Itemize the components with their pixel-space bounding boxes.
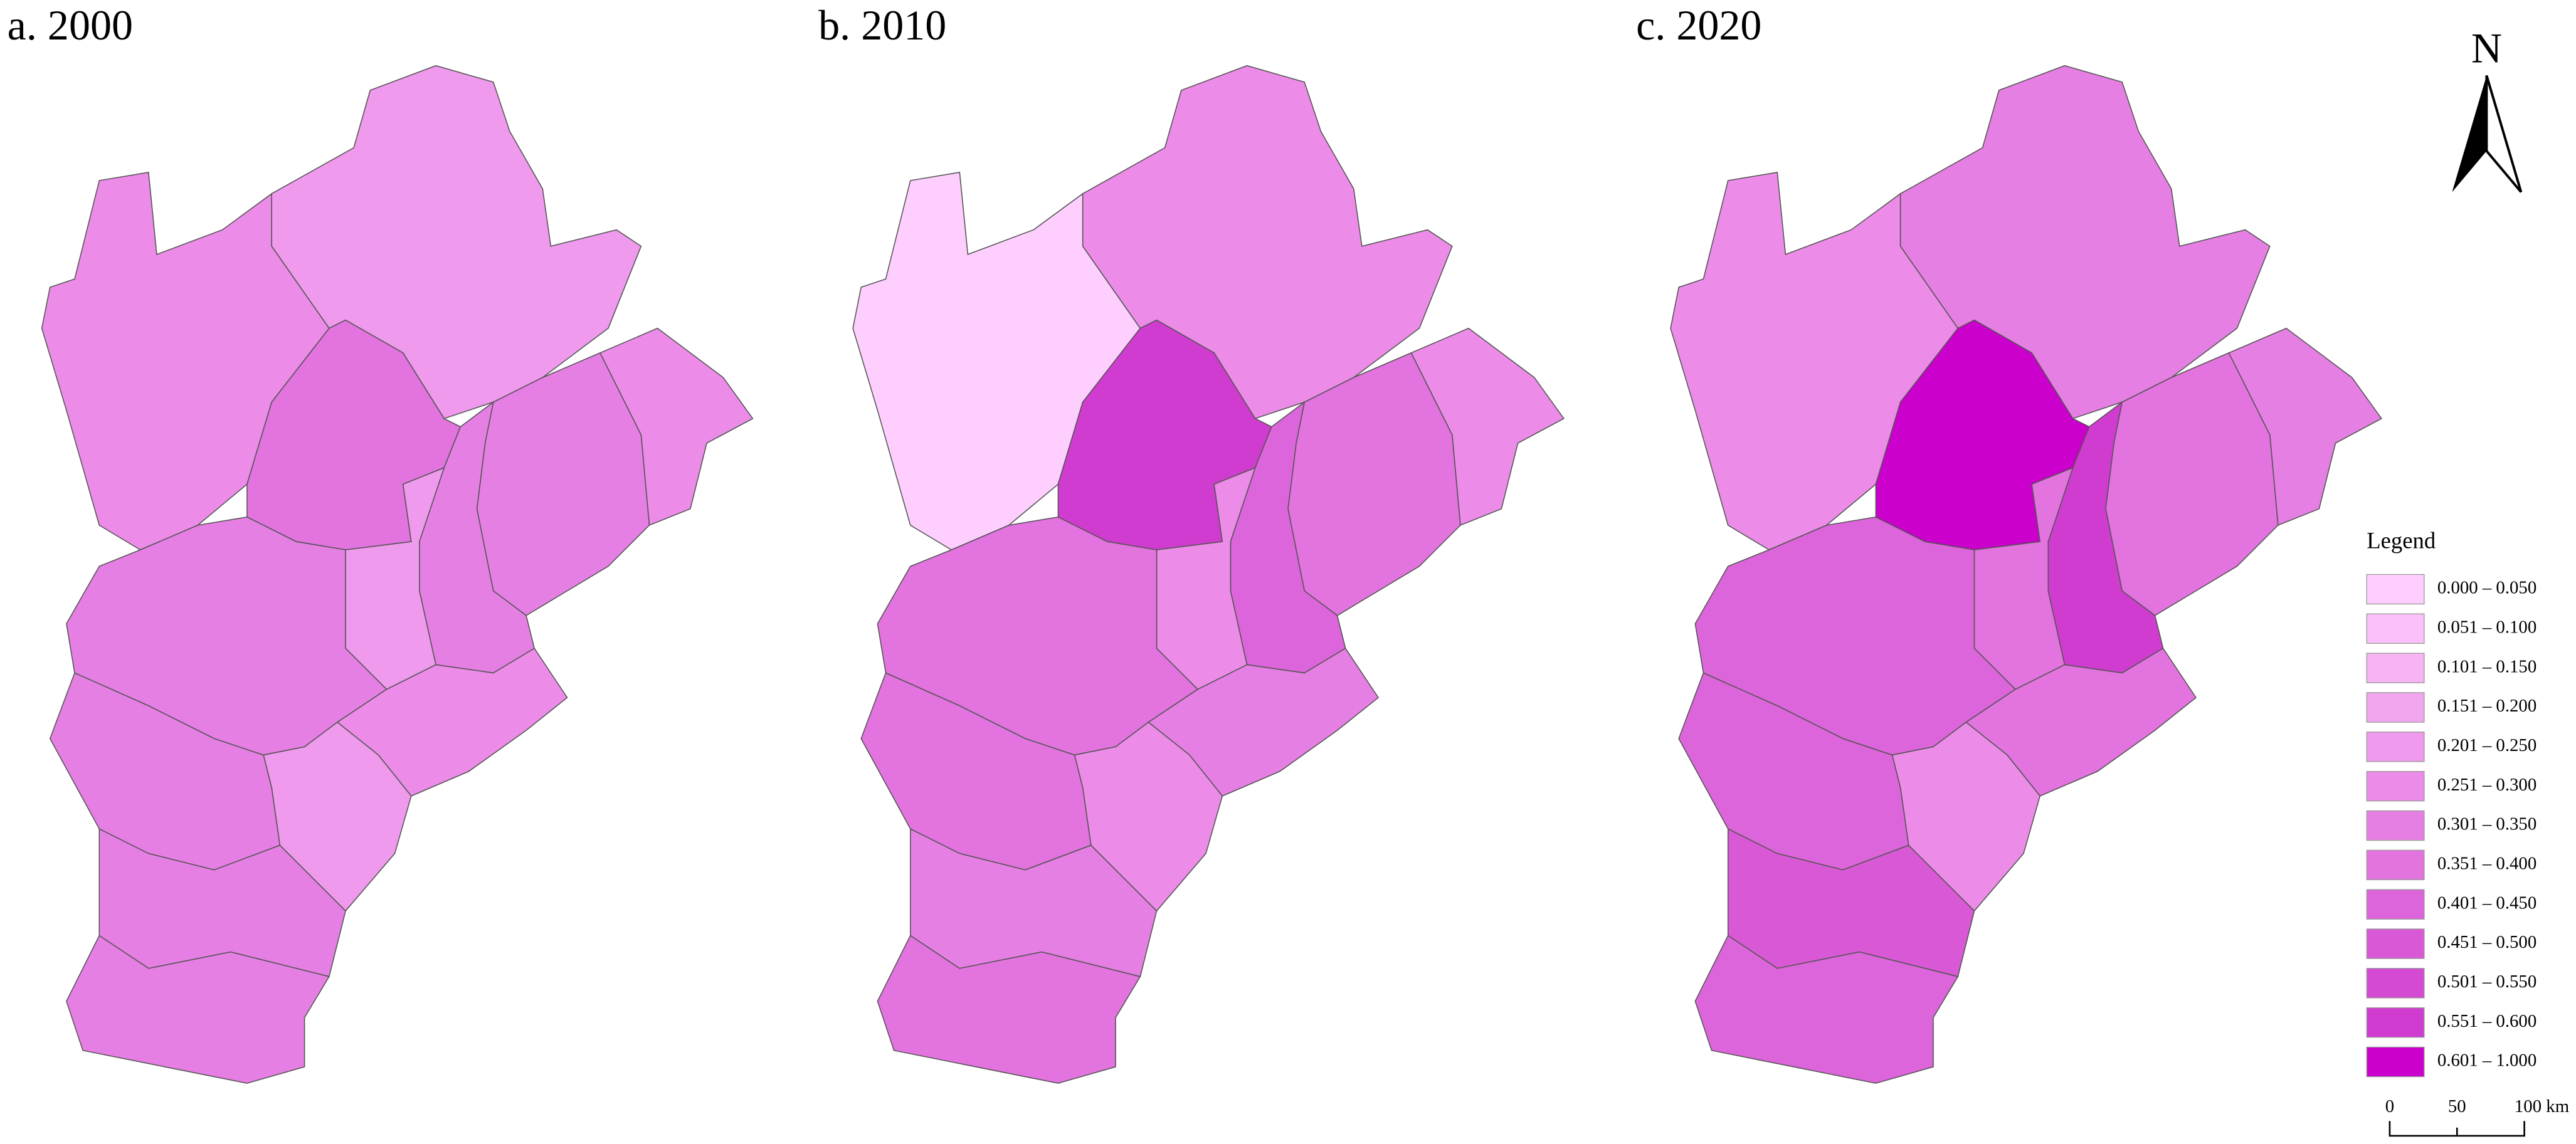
region <box>877 935 1141 1084</box>
north-label: N <box>2471 24 2502 71</box>
legend-swatch <box>2366 770 2425 802</box>
legend-label: 0.501 – 0.550 <box>2437 972 2536 992</box>
panel-title: a. 2000 <box>8 1 133 49</box>
scale-bar <box>2389 1121 2525 1137</box>
legend-label: 0.151 – 0.200 <box>2437 696 2536 716</box>
north-arrow <box>2452 75 2487 192</box>
legend-swatch <box>2366 1007 2425 1038</box>
legend-label: 0.551 – 0.600 <box>2437 1011 2536 1031</box>
legend-swatch <box>2366 849 2425 881</box>
north-arrow <box>2485 75 2523 193</box>
region <box>66 935 330 1084</box>
legend-swatch <box>2366 613 2425 644</box>
legend-label: 0.051 – 0.100 <box>2437 617 2536 637</box>
legend-label: 0.401 – 0.450 <box>2437 893 2536 913</box>
legend-label: 0.601 – 1.000 <box>2437 1051 2536 1071</box>
legend-label: 0.201 – 0.250 <box>2437 735 2536 755</box>
legend-swatch <box>2366 653 2425 683</box>
legend-swatch <box>2366 928 2425 959</box>
legend-swatch <box>2366 810 2425 841</box>
legend-swatch <box>2366 732 2425 762</box>
legend-label: 0.351 – 0.400 <box>2437 853 2536 873</box>
panel-title: b. 2010 <box>818 1 946 49</box>
legend-label: 0.301 – 0.350 <box>2437 814 2536 834</box>
scale-label: 50 <box>2448 1096 2466 1116</box>
legend-swatch <box>2366 889 2425 920</box>
scale-label: 0 <box>2385 1096 2394 1116</box>
legend-swatch <box>2366 1046 2425 1078</box>
legend-label: 0.451 – 0.500 <box>2437 932 2536 952</box>
legend-label: 0.101 – 0.150 <box>2437 656 2536 676</box>
scale-label: 100 km <box>2515 1096 2569 1116</box>
legend-label: 0.251 – 0.300 <box>2437 775 2536 795</box>
legend-title: Legend <box>2367 528 2436 554</box>
legend-swatch <box>2366 574 2425 605</box>
region <box>1694 935 1959 1084</box>
legend-label: 0.000 – 0.050 <box>2437 578 2536 598</box>
legend-swatch <box>2366 692 2425 723</box>
legend-swatch <box>2366 968 2425 999</box>
panel-title: c. 2020 <box>1636 1 1761 49</box>
